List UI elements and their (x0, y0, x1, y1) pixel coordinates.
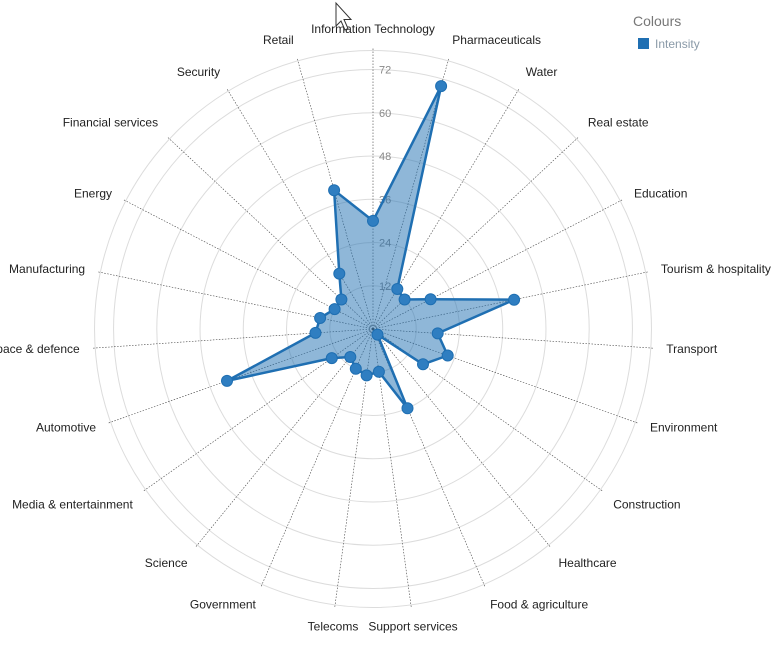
tick-label: 48 (379, 151, 391, 163)
category-label: Energy (74, 187, 112, 201)
data-point[interactable] (309, 326, 322, 339)
data-point[interactable] (431, 327, 444, 340)
category-label: Water (526, 65, 558, 79)
axis-line (166, 136, 374, 330)
data-point[interactable] (398, 293, 411, 306)
data-point[interactable] (508, 293, 521, 306)
axis-line (372, 328, 412, 609)
series-intensity[interactable] (221, 80, 521, 415)
category-label: Information Technology (311, 22, 435, 36)
data-point[interactable] (435, 80, 448, 93)
category-labels: Information Technology Pharmaceuticals Wat… (0, 22, 771, 633)
data-point[interactable] (314, 312, 327, 324)
data-point[interactable] (371, 328, 384, 341)
data-point[interactable] (417, 358, 429, 371)
data-point[interactable] (360, 369, 373, 382)
data-point[interactable] (424, 293, 437, 306)
category-label: Telecoms (308, 619, 359, 633)
data-point[interactable] (221, 374, 233, 387)
legend-title: Colours (633, 13, 681, 29)
category-label: Science (145, 556, 188, 570)
category-label: Education (634, 187, 687, 201)
axis-line (372, 328, 639, 424)
axis-line (372, 328, 486, 588)
data-point[interactable] (391, 283, 404, 295)
category-label: Transport (666, 342, 718, 356)
axis-line (372, 328, 604, 492)
category-label: Healthcare (559, 556, 617, 570)
category-label: Financial services (63, 115, 158, 129)
category-label: Construction (613, 498, 680, 512)
mouse-cursor-icon (335, 1, 353, 31)
axis-line (194, 328, 374, 548)
grid-ring-48 (199, 155, 547, 503)
axis-line (96, 271, 374, 330)
category-label: Real estate (588, 115, 649, 129)
data-point[interactable] (325, 352, 338, 365)
category-label: Pharmaceuticals (452, 33, 541, 47)
legend-swatch-intensity[interactable] (638, 38, 649, 49)
category-label: Retail (263, 33, 294, 47)
axis-line (226, 87, 374, 330)
category-label: Media & entertainment (12, 498, 133, 512)
legend: Colours Intensity (633, 13, 700, 51)
category-label: Automotive (36, 421, 96, 435)
tick-label: 60 (379, 108, 391, 120)
axis-line (122, 198, 374, 330)
category-label: Environment (650, 421, 718, 435)
grid-ring-outer (94, 50, 652, 608)
axis-line (91, 328, 374, 349)
legend-label-intensity[interactable]: Intensity (655, 37, 700, 51)
category-label: Manufacturing (9, 262, 85, 276)
data-point[interactable] (344, 351, 357, 363)
data-point[interactable] (328, 303, 341, 316)
axis-line (372, 328, 552, 548)
category-label: Food & agriculture (490, 598, 588, 612)
axis-line (260, 328, 374, 588)
data-point[interactable] (333, 267, 346, 280)
axis-line (372, 87, 520, 330)
category-label: Tourism & hospitality (661, 262, 771, 276)
data-point[interactable] (401, 402, 414, 415)
axis-line (372, 136, 580, 330)
axis-line (372, 328, 655, 349)
tick-label: 72 (379, 65, 391, 77)
data-point[interactable] (367, 214, 379, 227)
category-label: Aerospace & defence (0, 342, 80, 356)
data-point[interactable] (372, 365, 385, 378)
axis-line (372, 198, 624, 330)
data-point[interactable] (335, 293, 348, 306)
category-label: Government (190, 598, 257, 612)
category-label: Security (177, 65, 220, 79)
data-point[interactable] (441, 349, 454, 362)
axis-line (142, 328, 374, 492)
data-point[interactable] (349, 362, 362, 375)
category-label: Support services (368, 619, 457, 633)
axis-line (334, 328, 374, 609)
series-area[interactable] (225, 84, 516, 410)
data-point[interactable] (328, 184, 341, 197)
